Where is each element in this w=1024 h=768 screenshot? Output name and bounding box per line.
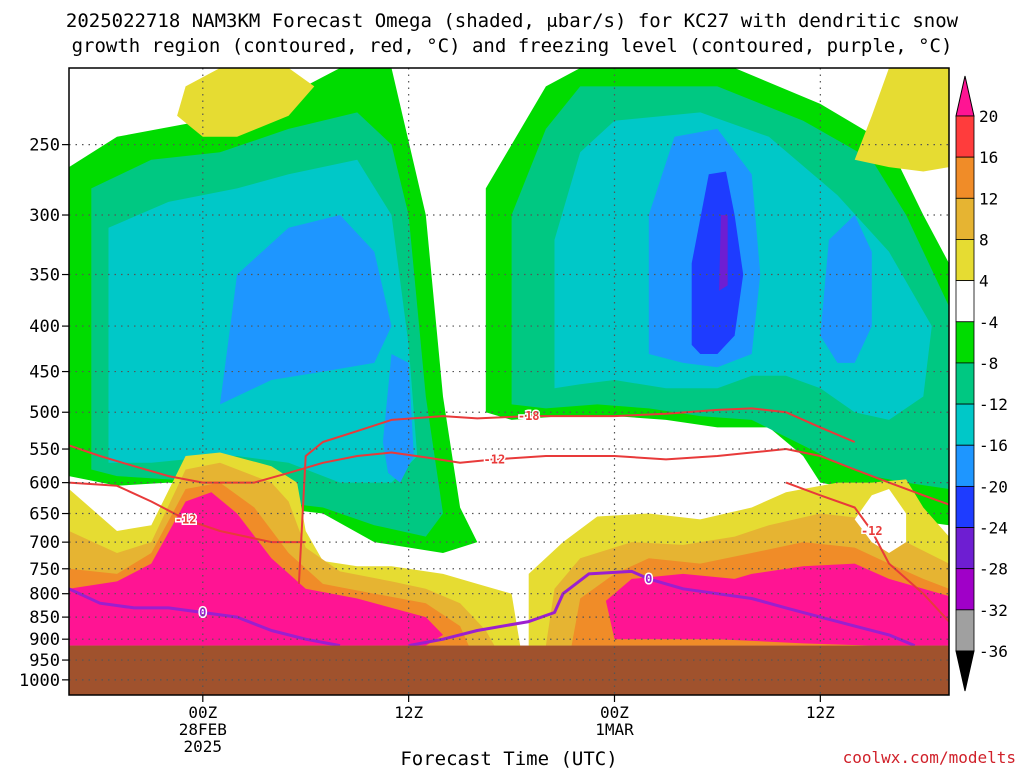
x-tick-label-0-0: 00Z: [188, 703, 217, 722]
chart-title-line-2: growth region (contoured, red, °C) and f…: [72, 35, 953, 57]
temperature-contour-4: [69, 587, 341, 648]
y-tick-label-250: 250: [29, 136, 60, 156]
colorbar-swatch-1: [955, 156, 975, 199]
colorbar-swatch-7: [955, 403, 975, 446]
y-tick-label-900: 900: [29, 630, 60, 650]
contour-label-4: 0: [199, 606, 206, 620]
y-tick-label-950: 950: [29, 651, 60, 671]
colorbar-label-2: 12: [979, 189, 998, 208]
y-tick-label-800: 800: [29, 585, 60, 605]
colorbar-top-arrow: [955, 75, 975, 117]
omega-region-7: [220, 215, 392, 405]
contour-label-5: 0: [645, 572, 652, 586]
colorbar-swatch-4: [955, 280, 975, 323]
x-tick-label-1-0: 12Z: [394, 703, 423, 722]
omega-region-14: [854, 68, 949, 172]
colorbar-swatch-8: [955, 444, 975, 487]
chart-title-line-1: 2025022718 NAM3KM Forecast Omega (shaded…: [66, 10, 959, 32]
colorbar-swatch-6: [955, 362, 975, 405]
colorbar-label-1: 16: [979, 148, 998, 167]
y-tick-label-450: 450: [29, 363, 60, 383]
colorbar-label-8: -16: [979, 436, 1008, 455]
y-tick-label-550: 550: [29, 440, 60, 460]
contour-label-0: -12: [484, 452, 506, 466]
colorbar-swatch-0: [955, 115, 975, 158]
omega-region-11: [691, 171, 744, 354]
colorbar-label-12: -32: [979, 601, 1008, 620]
temperature-contour-3: [785, 481, 949, 623]
x-tick-label-0-2: 2025: [184, 737, 223, 756]
y-tick-label-850: 850: [29, 608, 60, 628]
y-tick-label-700: 700: [29, 533, 60, 553]
omega-region-10: [820, 215, 872, 363]
y-tick-label-650: 650: [29, 505, 60, 525]
plot-area: -12 -18 -12 -12 0 0: [69, 68, 949, 695]
temperature-contour-0: [69, 444, 949, 506]
colorbar-label-5: -4: [979, 313, 998, 332]
colorbar-bottom-arrow: [955, 650, 975, 692]
temperature-contour-layer: -12 -18 -12 -12 0 0: [69, 407, 949, 648]
omega-region-23: [854, 489, 907, 553]
colorbar-swatch-9: [955, 485, 975, 528]
plot-frame: [68, 67, 950, 696]
colorbar-label-10: -24: [979, 519, 1008, 538]
colorbar-label-6: -8: [979, 354, 998, 373]
colorbar-swatch-5: [955, 321, 975, 364]
x-tick-label-0-1: 28FEB: [179, 720, 227, 739]
colorbar-label-11: -28: [979, 560, 1008, 579]
omega-region-12: [719, 215, 728, 291]
colorbar-swatch-12: [955, 609, 975, 652]
y-tick-label-300: 300: [29, 206, 60, 226]
x-tick-label-2-1: 1MAR: [595, 720, 634, 739]
y-tick-label-1000: 1000: [19, 671, 60, 691]
colorbar: 20 16 12 8 4 -4 -8 -12 -16 -20 -24 -28 -32 -36: [955, 75, 1008, 692]
y-tick-label-350: 350: [29, 266, 60, 286]
colorbar-label-9: -20: [979, 477, 1008, 496]
colorbar-swatch-10: [955, 527, 975, 570]
y-tick-label-500: 500: [29, 403, 60, 423]
colorbar-label-3: 8: [979, 230, 989, 249]
colorbar-label-0: 20: [979, 107, 998, 126]
y-axis: 2503003504004505005506006507007508008509…: [19, 136, 69, 691]
y-tick-label-400: 400: [29, 317, 60, 337]
colorbar-swatch-11: [955, 568, 975, 611]
credit-text: coolwx.com/modelts: [843, 748, 1016, 767]
terrain-layer: [69, 645, 949, 695]
colorbar-swatch-2: [955, 197, 975, 240]
colorbar-label-13: -36: [979, 642, 1008, 661]
temperature-contour-5: [408, 569, 916, 648]
contour-label-2: -12: [175, 512, 197, 526]
temperature-contour-1: [297, 407, 856, 584]
terrain-fill: [69, 645, 949, 695]
y-tick-label-600: 600: [29, 474, 60, 494]
x-tick-label-3-0: 12Z: [806, 703, 835, 722]
x-axis-label: Forecast Time (UTC): [400, 748, 617, 768]
omega-region-13: [177, 68, 315, 137]
contour-label-3: -12: [861, 524, 883, 538]
omega-region-8: [382, 354, 414, 483]
y-tick-label-750: 750: [29, 560, 60, 580]
grid-layer: [69, 68, 949, 695]
contour-label-1: -18: [518, 409, 540, 423]
colorbar-label-4: 4: [979, 272, 989, 291]
omega-shading-layer: [69, 68, 949, 646]
colorbar-label-7: -12: [979, 395, 1008, 414]
colorbar-swatch-3: [955, 239, 975, 282]
x-tick-label-2-0: 00Z: [600, 703, 629, 722]
